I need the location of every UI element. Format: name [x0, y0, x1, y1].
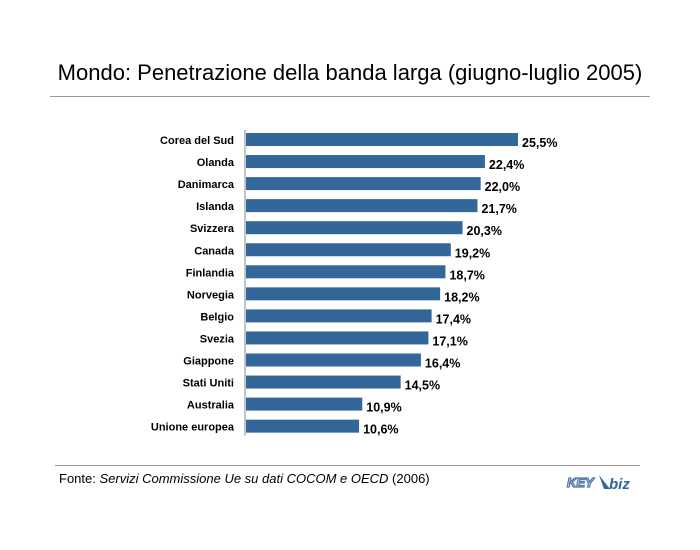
category-label: Canada — [194, 245, 235, 257]
value-label: 20,3% — [467, 224, 502, 238]
source-prefix: Fonte: — [59, 471, 100, 486]
category-label: Giappone — [183, 356, 234, 368]
value-label: 25,5% — [522, 136, 557, 150]
value-label: 14,5% — [405, 379, 440, 393]
category-label: Belgio — [200, 311, 234, 323]
value-label: 18,7% — [449, 268, 484, 282]
source-italic: Servizi Commissione Ue su dati COCOM e O… — [99, 471, 389, 486]
bar-corea-del-sud — [246, 133, 518, 146]
value-label: 21,7% — [481, 202, 516, 216]
bar-svezia — [246, 331, 429, 345]
bar-finlandia — [246, 265, 446, 279]
bar-belgio — [246, 309, 432, 323]
bar-svizzera — [246, 221, 463, 235]
value-label: 17,1% — [432, 334, 467, 348]
bar-islanda — [246, 199, 478, 213]
value-label: 22,0% — [485, 180, 520, 194]
footer-divider — [55, 465, 640, 466]
chart-title: Mondo: Penetrazione della banda larga (g… — [57, 60, 643, 85]
bar-danimarca — [246, 177, 481, 191]
value-label: 10,9% — [366, 401, 401, 415]
value-label: 19,2% — [455, 246, 490, 260]
bar-norvegia — [246, 287, 441, 301]
category-label: Svezia — [200, 333, 235, 345]
value-label: 10,6% — [363, 423, 398, 437]
bar-olanda — [246, 155, 485, 169]
category-label: Olanda — [197, 157, 235, 169]
category-label: Stati Uniti — [183, 378, 234, 390]
value-label: 22,4% — [489, 158, 524, 172]
value-label: 17,4% — [436, 312, 471, 326]
bar-australia — [246, 397, 363, 411]
source-suffix: (2006) — [388, 471, 430, 486]
key4biz-logo: KEY biz — [566, 474, 630, 493]
bar-giappone — [246, 353, 421, 367]
logo-arrow-icon — [599, 475, 610, 489]
category-label: Islanda — [196, 201, 235, 213]
title-divider — [50, 96, 650, 97]
category-label: Australia — [187, 400, 235, 412]
category-label: Norvegia — [187, 289, 235, 301]
bar-stati-uniti — [246, 375, 401, 389]
category-label: Corea del Sud — [160, 135, 234, 147]
bar-canada — [246, 243, 451, 257]
value-label: 16,4% — [425, 357, 460, 371]
category-label: Unione europea — [151, 422, 235, 434]
value-label: 18,2% — [444, 290, 479, 304]
category-label: Danimarca — [178, 179, 235, 191]
source-note: Fonte: Servizi Commissione Ue su dati CO… — [59, 471, 430, 486]
logo-biz-text: biz — [609, 476, 630, 493]
category-label: Finlandia — [186, 267, 235, 279]
bar-unione-europea — [246, 419, 360, 433]
category-label: Svizzera — [190, 223, 235, 235]
logo-key-text: KEY — [567, 475, 595, 490]
